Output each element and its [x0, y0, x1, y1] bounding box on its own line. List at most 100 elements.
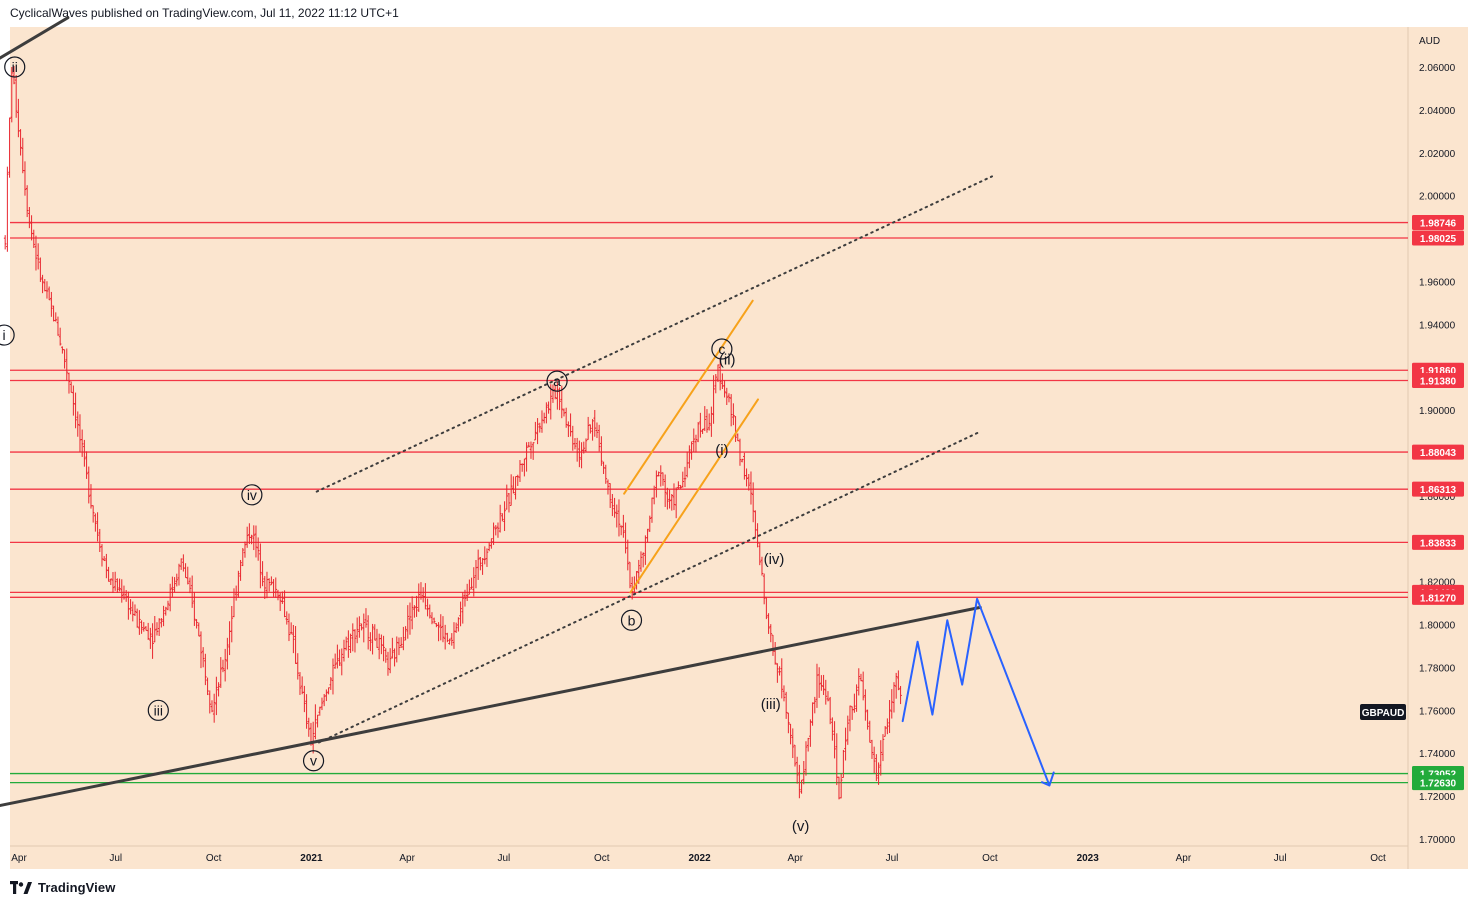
candle — [386, 651, 390, 676]
candle — [94, 513, 97, 532]
wave-label-iv[interactable]: iv — [241, 484, 263, 506]
candle — [281, 591, 284, 604]
candle — [391, 637, 394, 659]
dotted-trendline-2[interactable] — [317, 430, 982, 744]
candle — [888, 700, 891, 734]
candle — [872, 746, 876, 774]
wave-label-c[interactable]: c — [711, 338, 733, 360]
wave-label-v[interactable]: (v) — [792, 818, 810, 835]
candle — [243, 541, 247, 558]
orange-channel-line-5[interactable] — [623, 299, 754, 495]
wave-label-iii[interactable]: iii — [147, 699, 169, 721]
candle — [848, 705, 852, 732]
candle — [507, 492, 511, 513]
projection-path-7[interactable] — [1041, 771, 1055, 787]
candle — [201, 647, 205, 668]
price-badge-text: 1.73052 — [1420, 770, 1457, 781]
price-badge-text: 1.88043 — [1420, 448, 1457, 459]
candle — [553, 385, 557, 400]
y-tick-label: 2.02000 — [1419, 149, 1456, 160]
wave-label-iii[interactable]: (iii) — [761, 696, 781, 713]
orange-channel-line-4[interactable] — [629, 398, 759, 594]
price-badge-bg — [1412, 230, 1464, 246]
candle — [661, 472, 665, 486]
candle — [809, 719, 812, 747]
candle — [252, 525, 256, 551]
candle — [151, 623, 154, 659]
candle — [428, 604, 432, 619]
candle — [729, 394, 733, 427]
wave-label-v[interactable]: v — [302, 750, 325, 772]
candle — [85, 451, 88, 479]
candle — [470, 577, 473, 590]
y-tick-label: 1.82000 — [1419, 578, 1456, 589]
wave-label-ii[interactable]: ii — [4, 56, 26, 78]
wave-label-i[interactable]: (i) — [715, 442, 728, 459]
candle — [384, 648, 388, 663]
candle — [12, 66, 16, 85]
candle — [188, 577, 192, 594]
candle — [245, 526, 249, 548]
candle — [760, 556, 764, 576]
candle — [430, 612, 434, 625]
candle — [738, 438, 742, 466]
wave-label-iv[interactable]: (iv) — [764, 551, 785, 568]
candle — [608, 483, 612, 508]
x-tick-label: Oct — [206, 853, 222, 864]
candle — [344, 636, 348, 651]
tradingview-footer[interactable]: TradingView — [10, 880, 115, 895]
candle — [459, 601, 462, 627]
x-tick-label: Jul — [886, 853, 899, 864]
y-tick-label: 1.70000 — [1419, 835, 1456, 846]
candle — [375, 628, 379, 648]
candle — [701, 428, 704, 434]
candle — [562, 408, 566, 417]
candle — [870, 739, 874, 759]
candle — [501, 513, 504, 522]
x-tick-label: Apr — [787, 853, 803, 864]
candle — [820, 675, 823, 691]
candle — [732, 403, 735, 426]
projection-path-6[interactable] — [901, 597, 1051, 787]
candle — [259, 543, 262, 589]
candle — [149, 627, 152, 649]
candle — [237, 570, 240, 598]
candle — [109, 578, 113, 586]
candle — [122, 585, 126, 600]
dotted-trendline-3[interactable] — [315, 175, 993, 493]
candle — [604, 464, 608, 484]
price-badge-1.91380: 1.91380 — [1412, 373, 1464, 389]
candle — [861, 671, 865, 701]
candle — [789, 723, 792, 745]
candle — [468, 579, 471, 595]
candle — [118, 578, 121, 592]
wave-label-i[interactable]: i — [0, 324, 15, 346]
candle — [140, 620, 143, 634]
candle — [331, 658, 335, 695]
candle — [839, 773, 843, 799]
wave-label-a[interactable]: a — [546, 370, 568, 392]
candle — [325, 689, 328, 702]
candle — [8, 117, 11, 178]
candle — [223, 648, 227, 682]
trendline-1[interactable] — [0, 16, 70, 61]
candle — [239, 559, 242, 581]
candle — [756, 523, 759, 548]
candle — [45, 281, 49, 299]
candle — [782, 685, 786, 702]
symbol-label: GBPAUD — [1360, 704, 1406, 720]
candle — [547, 401, 550, 414]
wave-label-b[interactable]: b — [620, 609, 643, 631]
time-axis[interactable]: Apr Jul Oct 2021 Apr Jul Oct 2022 Apr Jul Oct 2023 A… — [11, 853, 1386, 864]
trendline-0[interactable] — [0, 605, 982, 808]
candle — [333, 653, 337, 669]
candle — [600, 436, 603, 466]
candle — [857, 668, 861, 696]
candle — [305, 694, 308, 729]
candle — [111, 572, 115, 594]
wave-label-ii[interactable]: (ii) — [719, 352, 736, 369]
candle — [226, 637, 229, 670]
caption-text: CyclicalWaves published on TradingView.c… — [10, 6, 399, 20]
